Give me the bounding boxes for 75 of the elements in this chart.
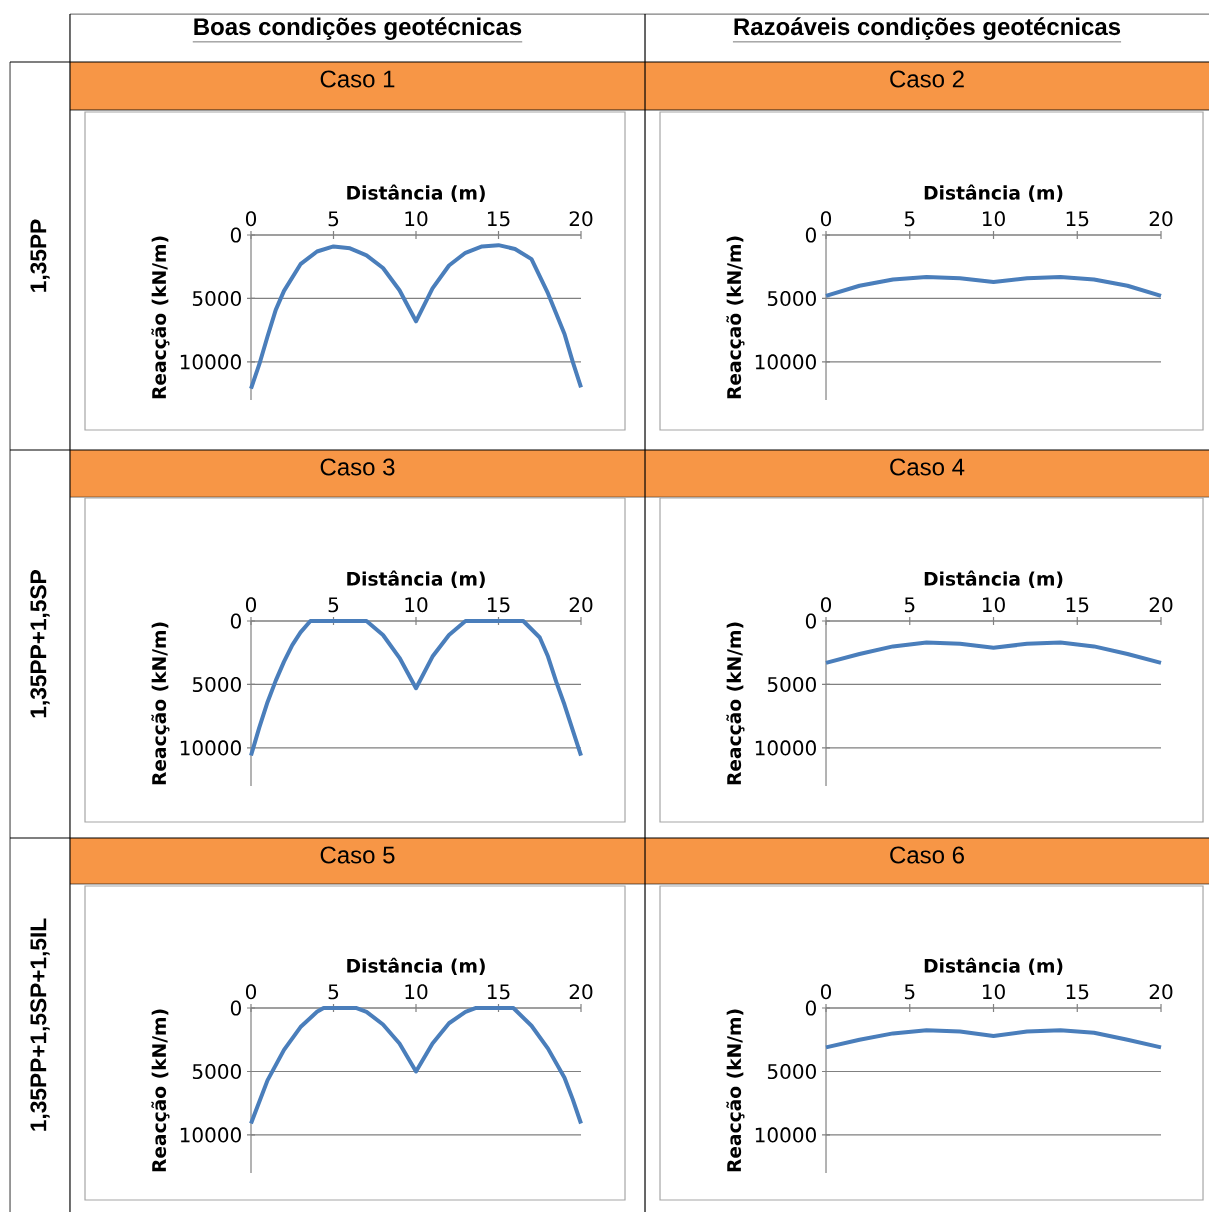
x-tick-label: 0 — [820, 597, 832, 613]
chart-title: Caso 5 — [320, 846, 395, 864]
text: 1,35PP+1,5SP+1,5IL — [30, 918, 50, 1131]
x-tick-label: 5 — [904, 211, 915, 227]
x-tick-label: 5 — [328, 211, 339, 227]
y-tick-label: 10000 — [180, 354, 241, 370]
y-tick-label: 5000 — [192, 676, 241, 693]
x-tick-label: 10 — [405, 211, 428, 227]
y-tick-label: 5000 — [192, 290, 241, 307]
x-tick-label: 20 — [1149, 984, 1173, 1000]
y-tick-label: 5000 — [767, 676, 816, 693]
x-axis-title: Distância (m) — [924, 570, 1063, 589]
y-tick-label: 10000 — [180, 1127, 241, 1143]
y-axis-title: Reacção (kN/m) — [151, 622, 170, 785]
x-tick-label: 0 — [820, 984, 832, 1000]
y-tick-label: 5000 — [767, 1063, 816, 1080]
x-tick-label: 5 — [328, 597, 339, 613]
line-series — [824, 640, 1164, 665]
y-axis-title: Reacção (kN/m) — [151, 236, 170, 399]
x-tick-label: 20 — [569, 211, 593, 227]
y-tick-label: 0 — [230, 227, 241, 243]
y-axis-title: Reacção (kN/m) — [726, 1009, 745, 1172]
text: 1,35PP+1,5SP — [30, 570, 50, 718]
chart-title: Caso 4 — [890, 458, 965, 476]
x-tick-label: 20 — [1149, 211, 1173, 227]
x-tick-label: 10 — [982, 597, 1005, 613]
x-tick-label: 15 — [487, 984, 510, 1000]
y-tick-label: 0 — [805, 1000, 816, 1016]
y-tick-label: 0 — [805, 613, 816, 629]
text: Razoáveis condições geotécnicas — [734, 17, 1121, 40]
x-tick-label: 5 — [904, 597, 915, 613]
y-tick-label: 10000 — [755, 740, 816, 756]
text: Boas condições geotécnicas — [194, 17, 522, 40]
line-series — [249, 243, 584, 391]
line-series — [824, 274, 1164, 298]
y-axis-title: Reacçaõ (kN/m) — [726, 236, 745, 399]
y-axis-title: Reacção (kN/m) — [726, 622, 745, 785]
y-axis-title: Reacção (kN/m) — [151, 1009, 170, 1172]
y-tick-label: 5000 — [192, 1063, 241, 1080]
x-axis-title: Distância (m) — [924, 184, 1063, 203]
x-tick-label: 0 — [245, 597, 257, 613]
x-tick-label: 15 — [1066, 984, 1089, 1000]
x-tick-label: 20 — [1149, 597, 1173, 613]
x-axis-title: Distância (m) — [347, 957, 485, 976]
y-tick-label: 0 — [230, 613, 241, 629]
chart-title: Caso 6 — [890, 846, 964, 864]
chart-title: Caso 1 — [320, 70, 395, 88]
y-tick-label: 0 — [805, 227, 816, 243]
x-axis-title: Distância (m) — [924, 957, 1063, 976]
y-tick-label: 5000 — [767, 290, 816, 307]
x-axis-title: Distância (m) — [347, 570, 485, 589]
x-tick-label: 5 — [904, 984, 915, 1000]
y-tick-label: 10000 — [180, 740, 241, 756]
chart-title: Caso 2 — [890, 70, 964, 88]
chart-title: Caso 3 — [320, 458, 395, 476]
x-tick-label: 10 — [405, 597, 428, 613]
x-tick-label: 10 — [982, 211, 1005, 227]
x-tick-label: 20 — [569, 984, 593, 1000]
y-tick-label: 10000 — [755, 354, 816, 370]
x-tick-label: 5 — [328, 984, 339, 1000]
text: 1,35PP — [30, 219, 50, 292]
line-series — [824, 1028, 1164, 1050]
x-tick-label: 10 — [405, 984, 428, 1000]
x-tick-label: 0 — [245, 984, 257, 1000]
x-axis-title: Distância (m) — [347, 184, 485, 203]
y-tick-label: 10000 — [755, 1127, 816, 1143]
x-tick-label: 0 — [245, 211, 257, 227]
y-tick-label: 0 — [230, 1000, 241, 1016]
x-tick-label: 15 — [487, 211, 510, 227]
x-tick-label: 20 — [569, 597, 593, 613]
x-tick-label: 15 — [1066, 211, 1089, 227]
x-tick-label: 10 — [982, 984, 1005, 1000]
x-tick-label: 15 — [1066, 597, 1089, 613]
x-tick-label: 15 — [487, 597, 510, 613]
x-tick-label: 0 — [820, 211, 832, 227]
